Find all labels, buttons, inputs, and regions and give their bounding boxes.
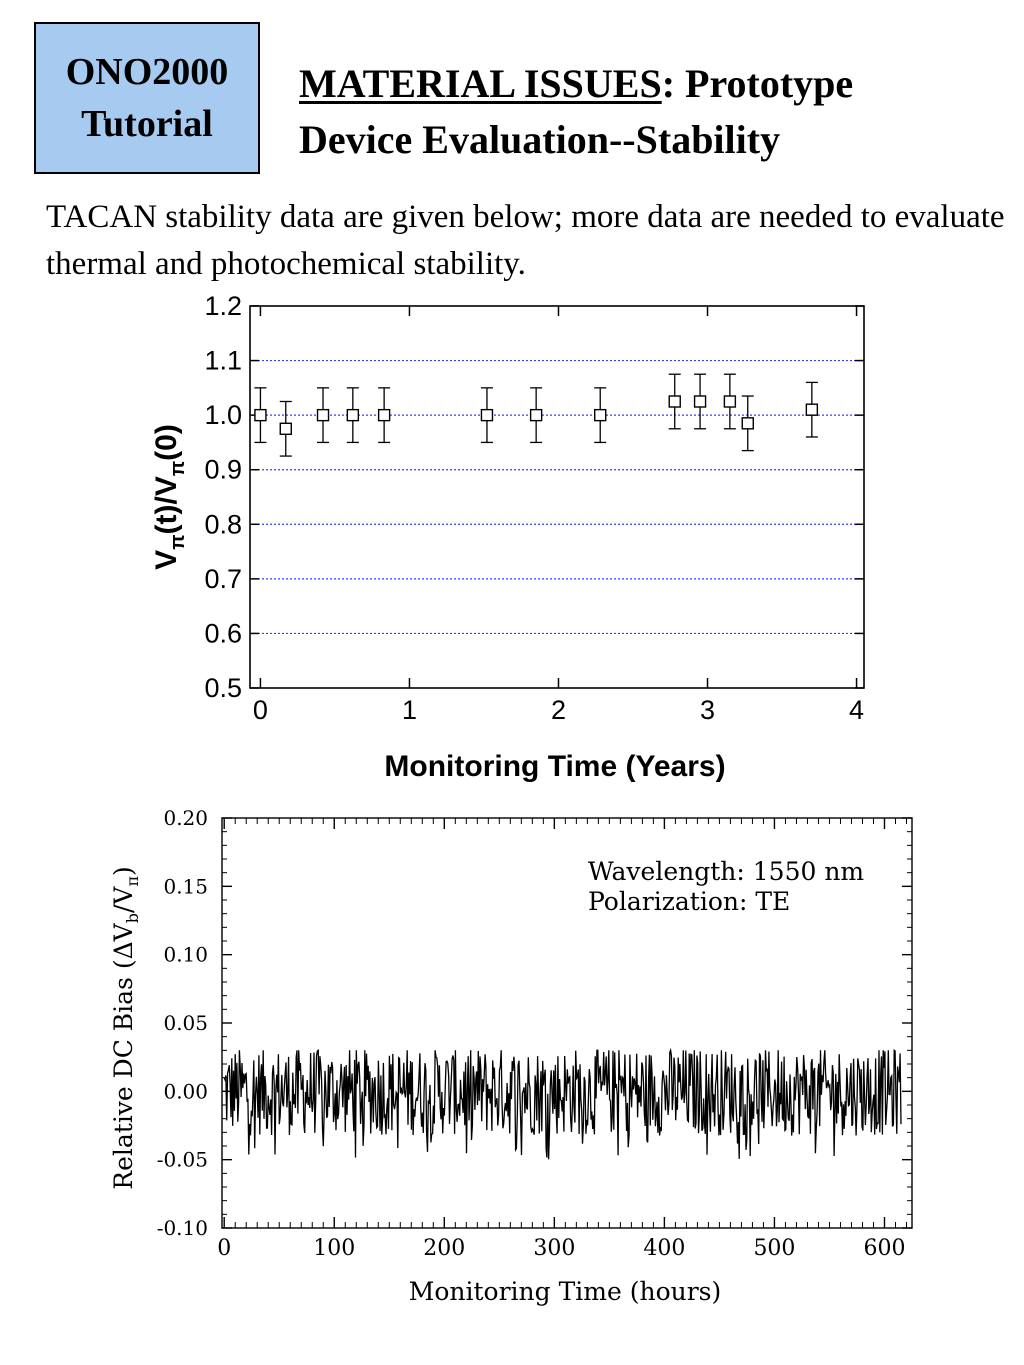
point-marker (529, 408, 543, 422)
y-tick-label: 0.7 (204, 564, 242, 594)
y-axis-label-subscript: π (167, 534, 189, 549)
point-marker (254, 408, 267, 422)
point-marker (805, 403, 819, 416)
x-tick-label: 1 (402, 695, 417, 725)
x-tick-label: 300 (533, 1236, 575, 1261)
y-axis-label-subscript: π (167, 461, 189, 476)
data-point (693, 373, 707, 430)
slide-title: MATERIAL ISSUES: Prototype Device Evalua… (299, 56, 999, 168)
y-tick-label: 0.20 (163, 806, 208, 830)
title-rest: : Prototype (661, 61, 854, 106)
point-marker (346, 408, 360, 422)
y-tick-label: 0.8 (204, 509, 242, 539)
y-axis-label-part: (t)/V (150, 476, 183, 534)
y-tick-label: 0.00 (163, 1079, 208, 1103)
y-tick-label: 0.15 (163, 874, 208, 898)
data-point (529, 387, 543, 444)
x-tick-label: 3 (700, 695, 715, 725)
y-axis-label-part: Δ (109, 941, 138, 959)
data-point (723, 373, 737, 430)
data-point (668, 373, 681, 430)
tutorial-badge: ONO2000 Tutorial (34, 22, 260, 174)
y-axis-label-part: (0) (150, 424, 183, 461)
badge-line2: Tutorial (81, 103, 213, 145)
data-point (316, 387, 330, 444)
data-point (805, 381, 819, 438)
data-point (594, 387, 607, 444)
y-tick-label: 1.2 (204, 291, 242, 321)
x-tick-label: 0 (217, 1236, 231, 1261)
plot-frame (249, 305, 865, 689)
x-tick-label: 4 (849, 695, 864, 725)
annotation-wavelength: Wavelength: 1550 nm (588, 857, 864, 886)
y-tick-label: 0.05 (163, 1011, 208, 1035)
y-tick-label: -0.10 (157, 1216, 208, 1240)
point-marker (668, 395, 681, 408)
y-axis-label-part: ) (109, 866, 138, 876)
y-axis-label-part: V (109, 922, 138, 942)
x-tick-label: 400 (643, 1236, 685, 1261)
y-tick-label: 1.0 (204, 400, 242, 430)
dc-bias-chart: -0.10 -0.05 0.00 0.05 0.10 0.15 0.20 0 100 200 300… (109, 806, 913, 1306)
badge-line1: ONO2000 (65, 51, 229, 93)
data-point (480, 387, 494, 444)
y-tick-label: 0.9 (204, 455, 242, 485)
point-marker (741, 417, 754, 430)
y-axis-label: Relative DC Bias (ΔVb/Vπ) (109, 866, 142, 1190)
data-point (377, 387, 391, 444)
data-point (279, 400, 292, 457)
y-axis-label-part: Relative DC Bias ( (109, 959, 138, 1189)
y-axis-label-subscript: b (123, 913, 142, 923)
point-marker (279, 422, 292, 435)
y-axis-label-subscript: π (123, 876, 142, 887)
y-tick-label: -0.05 (157, 1148, 208, 1172)
point-marker (377, 408, 391, 422)
x-tick-label: 0 (253, 695, 268, 725)
data-point (254, 387, 267, 444)
y-tick-label: 0.6 (204, 618, 242, 648)
point-marker (480, 408, 494, 422)
y-axis-label-part: V (150, 550, 183, 570)
intro-text: TACAN stability data are given below; mo… (46, 199, 1005, 282)
point-marker (316, 408, 330, 422)
annotation-polarization: Polarization: TE (588, 887, 790, 916)
x-axis-label: Monitoring Time (Years) (384, 750, 725, 783)
y-tick-label: 0.5 (204, 673, 242, 703)
stability-chart: 0.5 0.6 0.7 0.8 0.9 1.0 1.1 1.2 0 1 2 3 4 Monitoring … (150, 291, 865, 783)
title-line2: Device Evaluation--Stability (299, 117, 781, 162)
y-axis-label-part: /V (109, 886, 138, 913)
y-tick-label: 1.1 (204, 346, 242, 376)
x-tick-label: 2 (551, 695, 566, 725)
dc-bias-series (223, 1047, 902, 1160)
y-tick-label: 0.10 (163, 943, 208, 967)
x-tick-label: 100 (313, 1236, 355, 1261)
x-axis-label: Monitoring Time (hours) (409, 1277, 722, 1306)
point-marker (594, 408, 607, 422)
data-point (346, 387, 360, 444)
point-marker (693, 395, 707, 408)
y-axis-label: Vπ(t)/Vπ(0) (150, 424, 189, 570)
x-tick-label: 500 (753, 1236, 795, 1261)
x-tick-label: 600 (863, 1236, 905, 1261)
data-point (741, 395, 754, 452)
x-tick-label: 200 (423, 1236, 465, 1261)
title-underlined: MATERIAL ISSUES (299, 61, 662, 106)
point-marker (723, 395, 737, 408)
